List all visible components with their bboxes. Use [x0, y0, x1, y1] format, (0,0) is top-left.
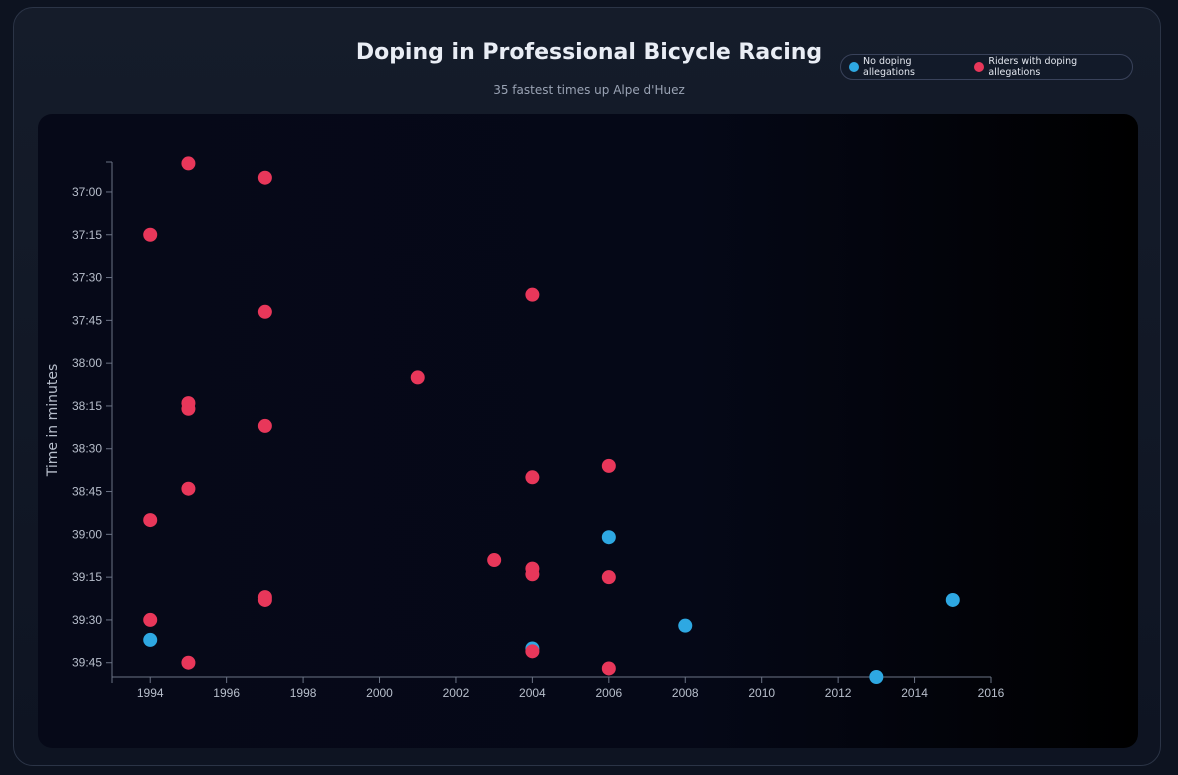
dot-doping[interactable]: [257, 304, 272, 319]
x-tick-label: 2014: [901, 686, 928, 700]
y-tick-label: 39:15: [72, 570, 102, 584]
dot-doping[interactable]: [410, 370, 425, 385]
y-tick-label: 37:15: [72, 228, 102, 242]
dot-doping[interactable]: [525, 644, 540, 659]
x-tick-label: 1996: [213, 686, 240, 700]
x-tick-label: 1998: [290, 686, 317, 700]
dot-doping[interactable]: [181, 481, 196, 496]
x-tick-label: 2010: [748, 686, 775, 700]
x-tick-label: 2002: [443, 686, 470, 700]
legend-item-doping: Riders with doping allegations: [974, 56, 1132, 78]
y-tick-label: 37:45: [72, 313, 102, 327]
plot-panel: [38, 114, 1138, 748]
dot-doping[interactable]: [181, 401, 196, 416]
x-tick-label: 2000: [366, 686, 393, 700]
dot-doping[interactable]: [257, 170, 272, 185]
y-tick-label: 38:15: [72, 399, 102, 413]
chart-subtitle: 35 fastest times up Alpe d'Huez: [493, 83, 685, 97]
dot-doping[interactable]: [257, 592, 272, 607]
dot-no-doping[interactable]: [601, 530, 616, 545]
chart-title: Doping in Professional Bicycle Racing: [355, 40, 823, 65]
x-tick-label: 2012: [825, 686, 852, 700]
dot-no-doping[interactable]: [945, 592, 960, 607]
dot-no-doping[interactable]: [678, 618, 693, 633]
dot-doping[interactable]: [525, 287, 540, 302]
dot-doping[interactable]: [257, 418, 272, 433]
y-tick-label: 39:30: [72, 613, 102, 627]
y-tick-label: 38:45: [72, 485, 102, 499]
legend-label: No doping allegations: [863, 56, 915, 78]
dot-no-doping[interactable]: [143, 632, 158, 647]
x-tick-label: 2016: [978, 686, 1005, 700]
dot-doping[interactable]: [525, 470, 540, 485]
x-tick-label: 2006: [595, 686, 622, 700]
dot-doping[interactable]: [181, 156, 196, 171]
x-tick-label: 1994: [137, 686, 164, 700]
dot-doping[interactable]: [181, 655, 196, 670]
dot-doping[interactable]: [143, 227, 158, 242]
y-tick-label: 38:00: [72, 356, 102, 370]
y-tick-label: 37:00: [72, 185, 102, 199]
y-tick-label: 39:00: [72, 527, 102, 541]
dot-doping[interactable]: [143, 612, 158, 627]
x-tick-label: 2004: [519, 686, 546, 700]
dot-doping[interactable]: [143, 513, 158, 528]
x-tick-label: 2008: [672, 686, 699, 700]
y-axis-label: Time in minutes: [45, 364, 61, 478]
dot-doping[interactable]: [601, 570, 616, 585]
legend: No doping allegations Riders with doping…: [840, 54, 1133, 80]
dot-no-doping[interactable]: [869, 670, 884, 684]
dot-doping[interactable]: [601, 458, 616, 473]
dot-doping[interactable]: [525, 567, 540, 582]
legend-item-no-doping: No doping allegations: [849, 56, 966, 78]
y-tick-label: 38:30: [72, 442, 102, 456]
y-tick-label: 37:30: [72, 271, 102, 285]
blue-dot-icon: [849, 62, 859, 72]
dot-doping[interactable]: [487, 553, 502, 568]
red-dot-icon: [974, 62, 985, 72]
legend-label: Riders with doping allegations: [988, 56, 1078, 78]
dot-doping[interactable]: [601, 661, 616, 676]
y-tick-label: 39:45: [72, 656, 102, 670]
